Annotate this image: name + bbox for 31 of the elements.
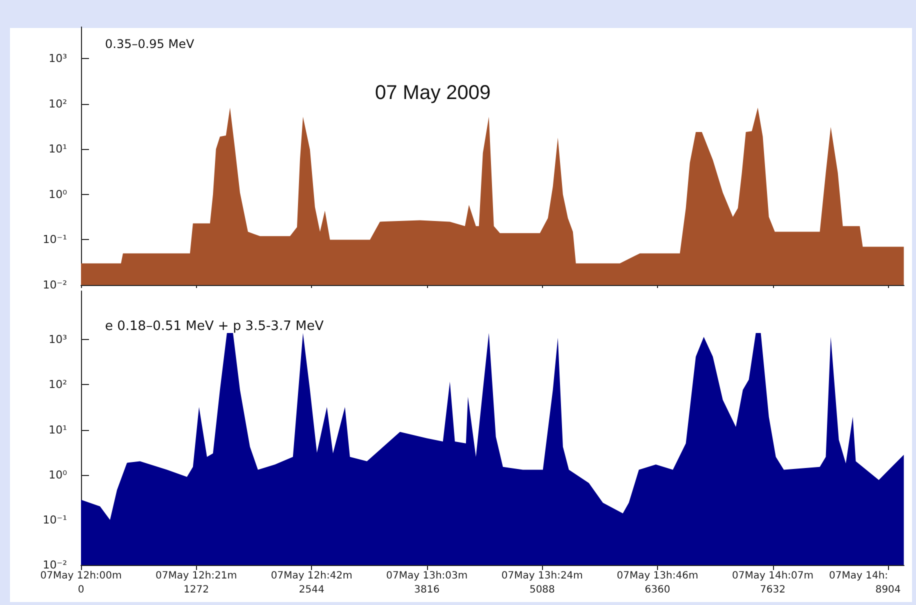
y-tick-label: 10²	[48, 378, 67, 392]
x2-tick-label: 07May 13h:03m	[386, 570, 468, 582]
x2-tick-label: 07May 12h:21m	[156, 570, 238, 582]
x2-tick-label: 07May 13h:46m	[616, 570, 698, 582]
x-tick-label: 7632	[760, 584, 786, 596]
y-tick-label: 10¹	[48, 142, 67, 156]
x2-tick-label: 07May 12h:00m	[40, 570, 122, 582]
y-tick-label: 10³	[48, 52, 67, 66]
x-tick-label: 1272	[184, 584, 210, 596]
y-tick-label: 10³	[48, 333, 67, 346]
y-tick-label: 10²	[48, 97, 67, 110]
y-tick-label: 10⁻¹	[42, 513, 67, 526]
text: 0.35–0.95 MeV	[105, 37, 195, 51]
y-tick-label: 10⁻²	[42, 278, 67, 292]
y-tick-label: 10⁻²	[42, 558, 67, 572]
x2-tick-label: 07May 14h:07m	[732, 570, 814, 582]
y-tick-label: 10⁻¹	[42, 233, 67, 246]
x2-tick-label: 07May 12h:42m	[270, 570, 352, 582]
x2-tick-label: 07May 14h:	[829, 570, 888, 582]
x-tick-label: 3816	[414, 584, 440, 596]
x2-tick-label: 07May 13h:24m	[501, 570, 583, 582]
x-tick-label: 6360	[644, 584, 670, 596]
text: 07 May 2009	[375, 82, 491, 104]
x-tick-label: 8904	[875, 584, 901, 596]
y-tick-label: 10¹	[48, 423, 67, 436]
y-tick-label: 10⁰	[48, 468, 68, 482]
y-tick-label: 10⁰	[48, 188, 68, 201]
x-tick-label: 0	[78, 584, 84, 596]
x-tick-label: 2544	[298, 584, 324, 596]
x-tick-label: 5088	[529, 584, 555, 596]
text: e 0.18–0.51 MeV + p 3.5-3.7 MeV	[105, 319, 324, 334]
